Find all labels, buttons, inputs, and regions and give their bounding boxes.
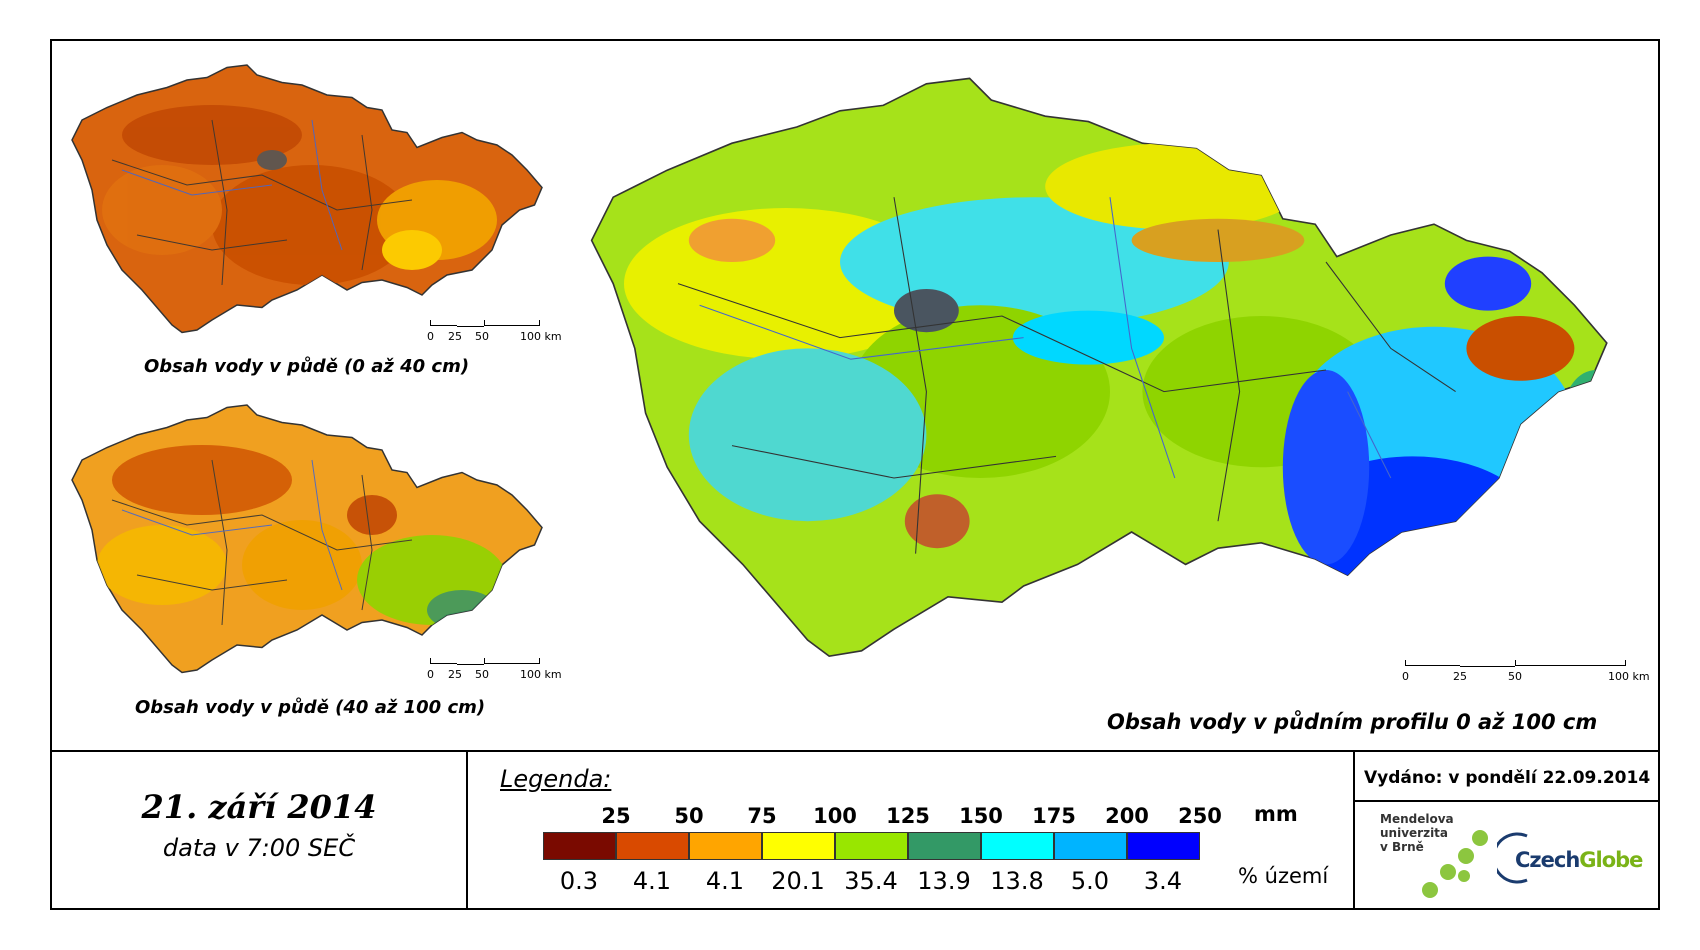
legend-swatch xyxy=(1127,832,1200,860)
legend-swatch xyxy=(543,832,616,860)
scale-label: 100 km xyxy=(520,668,562,681)
legend-threshold: 175 xyxy=(1032,804,1076,828)
legend-percent: 35.4 xyxy=(844,867,898,895)
map-profile xyxy=(590,77,1608,658)
legend-swatch xyxy=(981,832,1054,860)
legend-threshold: 200 xyxy=(1105,804,1149,828)
scale-label: 25 xyxy=(448,330,462,343)
legend-threshold: 250 xyxy=(1178,804,1222,828)
legend-unit-percent: % území xyxy=(1238,864,1329,888)
divider xyxy=(1353,800,1660,802)
legend-percent: 0.3 xyxy=(559,867,599,895)
scale-label: 0 xyxy=(1402,670,1409,683)
data-time: data v 7:00 SEČ xyxy=(162,834,356,862)
legend-unit-mm: mm xyxy=(1254,802,1298,826)
czechglobe-logo: CzechGlobe xyxy=(1497,832,1647,884)
logo-text: Czech xyxy=(1515,848,1580,872)
divider xyxy=(1353,750,1355,910)
map-subsoil xyxy=(71,404,543,674)
legend-percent: 13.9 xyxy=(917,867,971,895)
scale-label: 50 xyxy=(475,330,489,343)
legend-percent: 5.0 xyxy=(1070,867,1110,895)
scale-label: 0 xyxy=(427,668,434,681)
legend-percent: 4.1 xyxy=(705,867,745,895)
divider xyxy=(50,750,1660,752)
map-caption-subsoil: Obsah vody v půdě (40 až 100 cm) xyxy=(135,697,486,718)
legend-swatch xyxy=(689,832,762,860)
legend-threshold: 125 xyxy=(886,804,930,828)
map-caption-topsoil: Obsah vody v půdě (0 až 40 cm) xyxy=(144,356,470,377)
legend-threshold: 150 xyxy=(959,804,1003,828)
legend-percent: 3.4 xyxy=(1143,867,1183,895)
legend-threshold: 75 xyxy=(747,804,777,828)
legend-swatch xyxy=(835,832,908,860)
legend-threshold: 25 xyxy=(601,804,631,828)
date-block: 21. září 2014 data v 7:00 SEČ xyxy=(52,752,466,908)
divider xyxy=(466,750,468,910)
mendel-university-logo: Mendelova univerzita v Brně xyxy=(1380,812,1490,904)
scale-label: 50 xyxy=(475,668,489,681)
logo-text: Globe xyxy=(1579,848,1643,872)
legend-threshold: 50 xyxy=(674,804,704,828)
scale-label: 25 xyxy=(1453,670,1467,683)
scale-label: 50 xyxy=(1508,670,1522,683)
figure-frame xyxy=(50,39,1660,910)
legend-percent: 20.1 xyxy=(771,867,825,895)
scale-label: 100 km xyxy=(1608,670,1650,683)
legend-title: Legenda: xyxy=(500,765,612,793)
legend-percent: 13.8 xyxy=(990,867,1044,895)
legend-percent: 4.1 xyxy=(632,867,672,895)
logo-text: univerzita xyxy=(1380,826,1449,840)
legend-swatch xyxy=(616,832,689,860)
scale-label: 0 xyxy=(427,330,434,343)
logo-text: v Brně xyxy=(1380,840,1424,854)
logo-text: Mendelova xyxy=(1380,812,1454,826)
scale-label: 25 xyxy=(448,668,462,681)
issued-date: Vydáno: v pondělí 22.09.2014 xyxy=(1364,768,1651,788)
legend-threshold: 100 xyxy=(813,804,857,828)
legend-swatch xyxy=(1054,832,1127,860)
map-caption-profile: Obsah vody v půdním profilu 0 až 100 cm xyxy=(1107,710,1598,734)
legend-swatch xyxy=(762,832,835,860)
map-topsoil xyxy=(71,64,543,334)
date-title: 21. září 2014 xyxy=(141,788,377,826)
legend-swatch xyxy=(908,832,981,860)
scale-label: 100 km xyxy=(520,330,562,343)
